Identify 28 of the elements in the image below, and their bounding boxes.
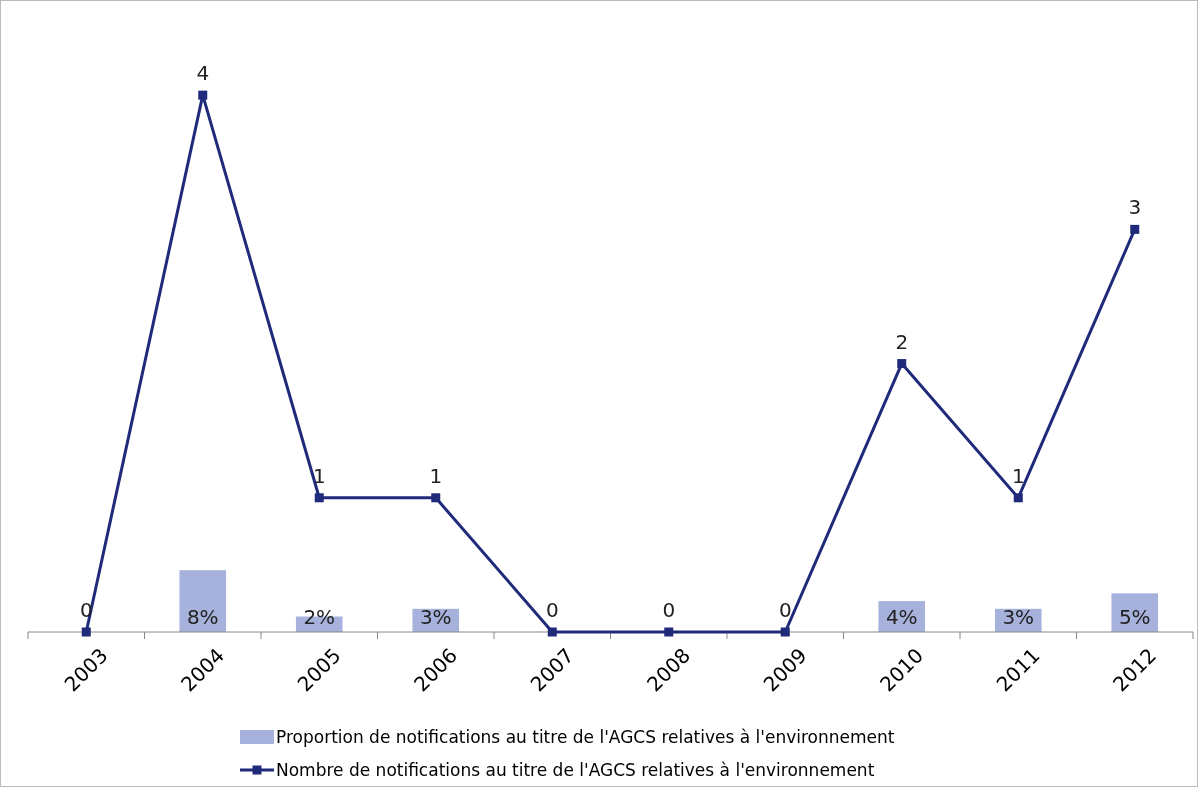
data-label: 3% bbox=[1002, 605, 1035, 629]
data-label: 0 bbox=[662, 598, 676, 622]
data-label: 4% bbox=[885, 605, 918, 629]
point bbox=[81, 627, 91, 637]
data-label: 1 bbox=[1011, 463, 1025, 488]
data-label: 5% bbox=[1118, 605, 1151, 629]
data-label: 8% bbox=[186, 605, 219, 629]
point bbox=[431, 493, 441, 503]
data-label: 1 bbox=[312, 463, 326, 488]
point bbox=[1130, 224, 1140, 234]
data-label: 2% bbox=[303, 605, 336, 629]
point bbox=[664, 627, 674, 637]
legend-label: Proportion de notifications au titre de l'AGCS relatives à l'environnement bbox=[276, 727, 895, 747]
point bbox=[314, 493, 324, 503]
data-label: 1 bbox=[429, 463, 443, 488]
point bbox=[547, 627, 557, 637]
bar bbox=[179, 570, 227, 632]
data-label: 3 bbox=[1128, 195, 1142, 220]
point bbox=[198, 90, 208, 100]
data-label: 0 bbox=[545, 598, 559, 622]
point bbox=[1013, 493, 1023, 503]
legend-label: Nombre de notifications au titre de l'AGCS relatives à l'environnement bbox=[276, 760, 875, 780]
data-label: 3% bbox=[419, 605, 452, 629]
data-label: 2 bbox=[895, 329, 909, 354]
point bbox=[780, 627, 790, 637]
data-label: 0 bbox=[778, 598, 792, 622]
point bbox=[897, 359, 907, 369]
data-label: 4 bbox=[196, 61, 210, 86]
